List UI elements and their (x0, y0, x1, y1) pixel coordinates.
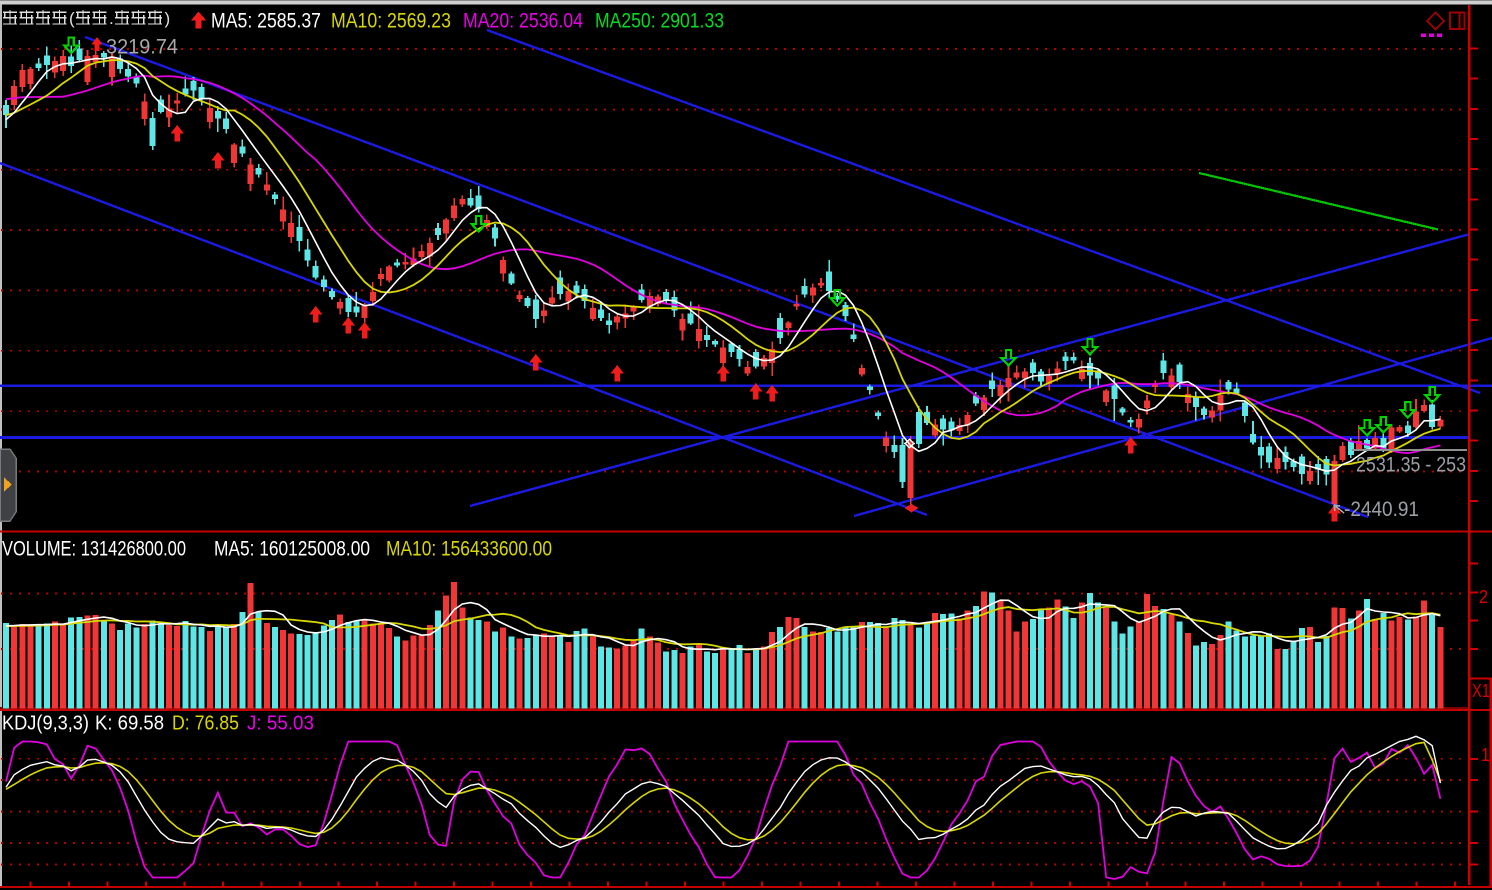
svg-text:D: 76.85: D: 76.85 (172, 713, 239, 735)
svg-text:2531.35 - 253: 2531.35 - 253 (1356, 453, 1466, 477)
svg-text:K: 69.58: K: 69.58 (95, 713, 164, 735)
svg-text:MA10: 2569.23: MA10: 2569.23 (331, 9, 451, 33)
svg-text:MA5: 160125008.00: MA5: 160125008.00 (214, 537, 370, 561)
svg-text:MA10: 156433600.00: MA10: 156433600.00 (386, 537, 552, 561)
svg-text:KDJ(9,3,3): KDJ(9,3,3) (2, 713, 89, 735)
svg-text:VOLUME: 131426800.00: VOLUME: 131426800.00 (2, 537, 186, 561)
svg-text:MA5: 2585.37: MA5: 2585.37 (211, 9, 321, 33)
svg-text:MA250: 2901.33: MA250: 2901.33 (595, 9, 724, 33)
svg-text:J: 55.03: J: 55.03 (247, 713, 314, 735)
svg-text:): ) (165, 9, 171, 28)
svg-text:(: ( (69, 9, 75, 28)
svg-text:.: . (109, 9, 114, 28)
svg-text:X1: X1 (1472, 681, 1490, 701)
svg-text:-2440.91: -2440.91 (1344, 497, 1419, 521)
svg-text:2: 2 (1479, 587, 1488, 607)
svg-text:MA20: 2536.04: MA20: 2536.04 (463, 9, 583, 33)
svg-text:3219.74: 3219.74 (106, 35, 178, 59)
svg-text:1: 1 (1481, 745, 1490, 765)
